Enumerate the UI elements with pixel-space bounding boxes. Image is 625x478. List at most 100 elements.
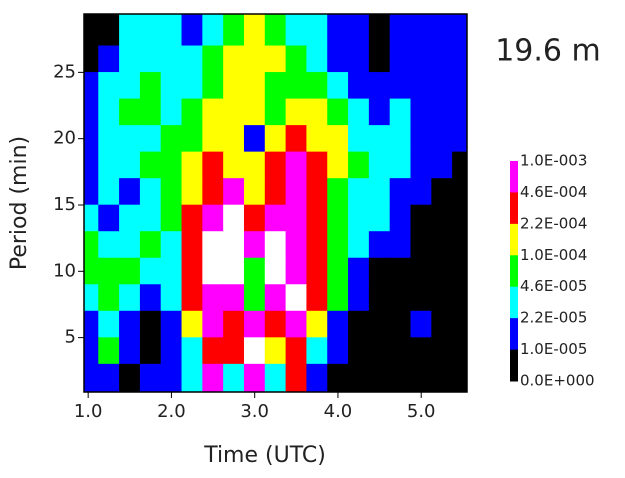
contour-cell [119, 14, 141, 47]
contour-cell [306, 45, 328, 73]
plot-frame [83, 13, 468, 393]
contour-cell [202, 98, 224, 126]
contour-cell [285, 337, 308, 365]
contour-cell [181, 337, 203, 365]
contour-cell [410, 98, 432, 126]
contour-cell [348, 178, 370, 206]
contour-cell [223, 98, 245, 126]
x-tick-label: 4.0 [324, 401, 353, 422]
contour-cell [160, 125, 183, 153]
contour-cell [327, 178, 349, 206]
contour-cell [431, 151, 453, 179]
contour-cell [306, 72, 328, 100]
contour-cell [202, 231, 224, 259]
colorbar-label: 2.2E-005 [520, 309, 587, 327]
contour-cell [452, 284, 467, 312]
colorbar-band [510, 318, 518, 351]
colorbar-band [510, 349, 518, 382]
contour-cell [410, 45, 432, 73]
contour-cell [389, 231, 412, 259]
contour-cell [348, 125, 370, 153]
contour-cell [389, 98, 412, 126]
contour-cell [452, 178, 467, 206]
contour-cell [431, 284, 453, 312]
contour-cell [98, 363, 120, 392]
contour-cell [368, 178, 391, 206]
contour-cell [98, 257, 120, 285]
contour-cell [389, 178, 412, 206]
contour-cell [84, 14, 99, 47]
contour-cell [264, 204, 287, 232]
colorbar-label: 0.0E+000 [520, 372, 595, 390]
contour-cell [202, 45, 224, 73]
x-axis-label: Time (UTC) [203, 443, 326, 468]
contour-cell [452, 72, 467, 100]
contour-cell [410, 204, 432, 232]
contour-cell [431, 125, 453, 153]
contour-cell [285, 98, 308, 126]
contour-cell [368, 72, 391, 100]
contour-cell [452, 151, 467, 179]
colorbar-band [510, 286, 518, 319]
contour-cell [327, 363, 349, 392]
contour-cell [243, 257, 266, 285]
contour-cell [389, 45, 412, 73]
colorbar-label: 1.0E-003 [520, 152, 587, 170]
contour-cell [98, 310, 120, 338]
contour-cell [119, 151, 141, 179]
contour-cell [348, 98, 370, 126]
contour-cell [452, 204, 467, 232]
contour-cell [98, 151, 120, 179]
contour-cell [264, 178, 287, 206]
contour-cell [98, 337, 120, 365]
colorbar-label: 1.0E-004 [520, 246, 587, 264]
contour-cell [223, 14, 245, 47]
contour-cell [306, 151, 328, 179]
contour-cell [84, 151, 99, 179]
contour-cell [306, 14, 328, 47]
contour-cell [160, 72, 183, 100]
contour-cell [264, 310, 287, 338]
contour-cell [410, 257, 432, 285]
contour-cell [139, 310, 162, 338]
contour-cell [285, 310, 308, 338]
contour-cell [202, 14, 224, 47]
contour-cell [223, 337, 245, 365]
contour-cell [285, 151, 308, 179]
contour-cell [181, 125, 203, 153]
contour-cell [327, 257, 349, 285]
contour-cell [181, 14, 203, 47]
contour-cell [84, 337, 99, 365]
contour-cell [348, 337, 370, 365]
y-tick-label: 20 [53, 128, 76, 149]
contour-cell [306, 363, 328, 392]
contour-cell [452, 14, 467, 47]
contour-cell [181, 178, 203, 206]
contour-cell [119, 45, 141, 73]
contour-cell [452, 98, 467, 126]
colorbar-band [510, 192, 518, 225]
contour-cell [306, 310, 328, 338]
contour-cell [431, 204, 453, 232]
contour-cell [119, 72, 141, 100]
contour-cell [306, 204, 328, 232]
contour-cell [139, 204, 162, 232]
contour-cell [327, 284, 349, 312]
contour-cell [119, 125, 141, 153]
contour-cell [368, 204, 391, 232]
contour-cell [98, 72, 120, 100]
colorbar-band [510, 223, 518, 256]
contour-cell [389, 14, 412, 47]
contour-cell [84, 310, 99, 338]
contour-cell [84, 363, 99, 392]
contour-cell [368, 14, 391, 47]
contour-cell [160, 310, 183, 338]
x-tick-label: 2.0 [157, 401, 186, 422]
contour-cell [327, 310, 349, 338]
contour-cell [452, 257, 467, 285]
contour-cell [348, 284, 370, 312]
contour-cell [202, 257, 224, 285]
contour-cell [410, 151, 432, 179]
contour-cell [264, 231, 287, 259]
contour-cell [410, 72, 432, 100]
